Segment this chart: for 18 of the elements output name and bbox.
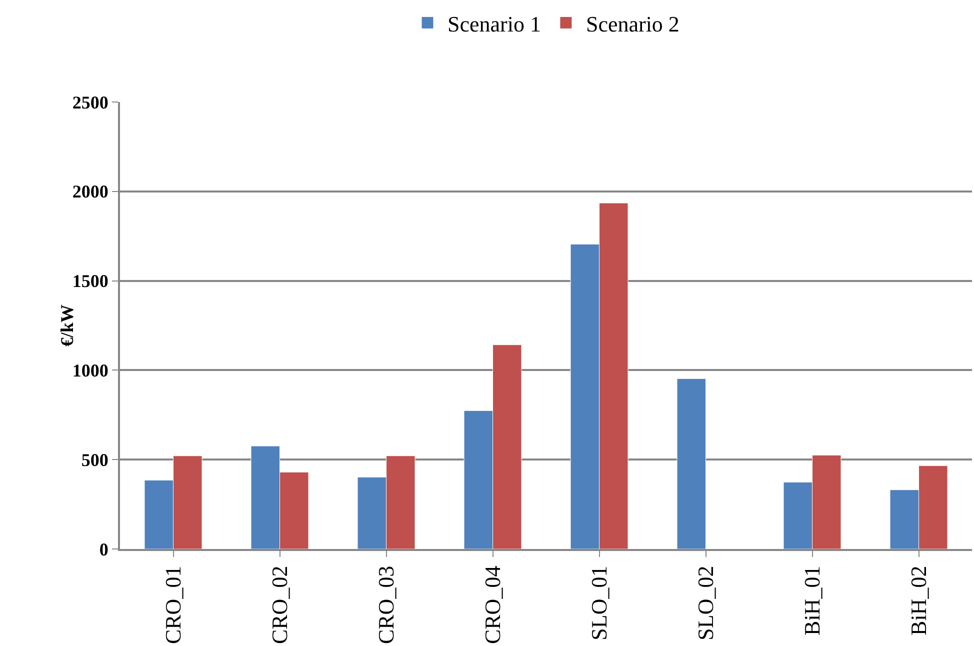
- x-tick-label: CRO_01: [160, 566, 186, 644]
- y-tick-label: 2500: [72, 92, 108, 112]
- x-tick-label: SLO_01: [586, 566, 612, 640]
- x-tick-label: CRO_04: [480, 566, 505, 644]
- y-tick-label: 2000: [72, 182, 108, 202]
- y-tick-label: 0: [99, 539, 108, 560]
- x-tick-label: CRO_03: [373, 566, 398, 644]
- x-tick-label: BiH_01: [799, 566, 824, 636]
- y-tick-label: 1000: [72, 360, 108, 380]
- x-tick-label: SLO_02: [692, 566, 718, 640]
- legend-label: Scenario 1: [448, 11, 541, 36]
- x-tick-label: BiH_02: [906, 566, 931, 636]
- legend-label: Scenario 2: [586, 11, 680, 36]
- x-tick-label: CRO_02: [266, 566, 292, 644]
- y-tick-label: 500: [81, 450, 108, 470]
- y-tick-label: 1500: [72, 271, 108, 292]
- bar: [676, 378, 706, 549]
- y-axis-title: €/kW: [57, 304, 77, 347]
